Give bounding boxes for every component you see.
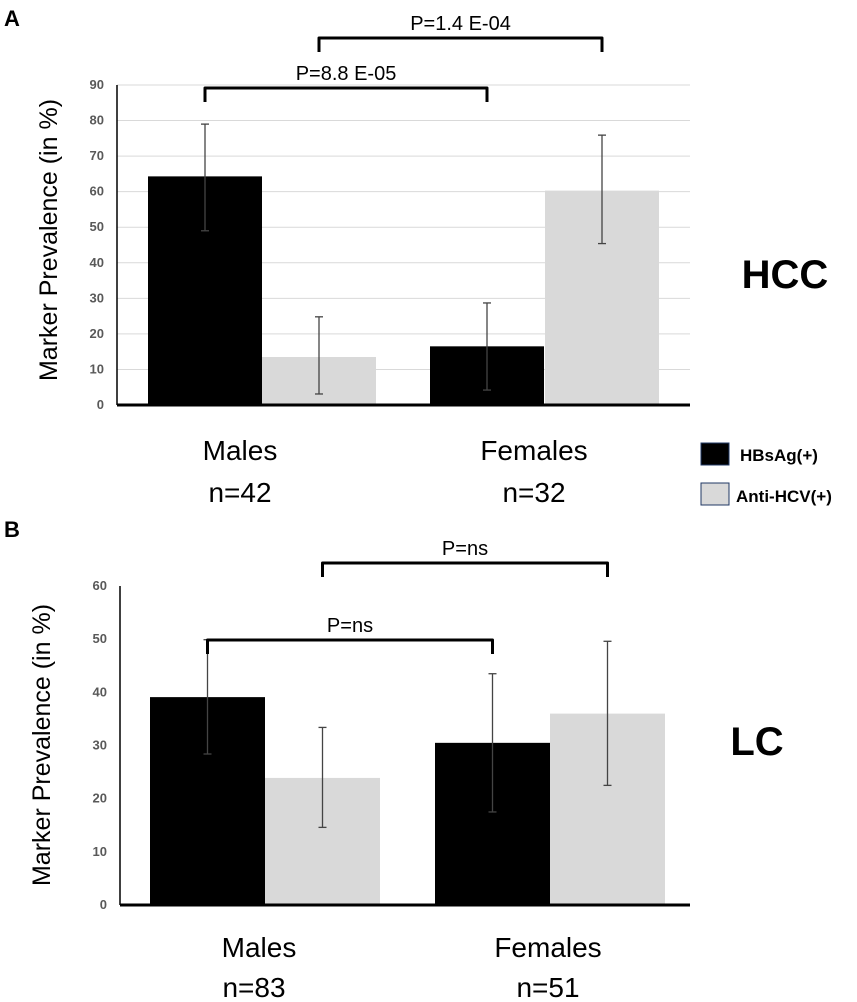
legend: HBsAg(+) Anti-HCV(+): [700, 442, 832, 506]
panel-b-p-value-2: P=ns: [327, 615, 373, 637]
panel-a-y-tick-label: 50: [90, 219, 104, 234]
panel-b-y-tick-label: 60: [93, 578, 107, 593]
panel-b-p-value-1: P=ns: [442, 538, 488, 560]
panel-b-bracket-2: [206, 638, 494, 654]
panel-a-bracket-2: [203, 86, 489, 102]
panel-a-category-males: Males: [203, 435, 278, 466]
legend-swatch-hbsag: [700, 442, 730, 466]
panel-a-y-tick-label: 20: [90, 326, 104, 341]
panel-a-y-tick-label: 40: [90, 255, 104, 270]
panel-a-bars: [148, 176, 659, 405]
panel-a-y-tick-label: 60: [90, 184, 104, 199]
panel-b-category-males: Males: [222, 932, 297, 963]
panel-a-p-value-1: P=1.4 E-04: [410, 13, 511, 35]
panel-a-p-value-2: P=8.8 E-05: [296, 63, 397, 85]
panel-a-label: A: [4, 6, 20, 31]
panel-a-y-tick-label: 70: [90, 148, 104, 163]
panel-a-y-axis-label: Marker Prevalence (in %): [35, 99, 63, 381]
panel-b-category-males-n: n=83: [222, 972, 285, 1002]
panel-b-bracket-1: [321, 561, 609, 577]
panel-b-y-tick-label: 40: [93, 684, 107, 699]
panel-a-bracket-1: [317, 36, 604, 52]
panel-a-category-females-n: n=32: [502, 477, 565, 508]
panel-b-label: B: [4, 517, 20, 542]
panel-a-category-females: Females: [480, 435, 587, 466]
panel-b: B LC Marker Prevalence (in %) 0 10 20 30 40 5…: [4, 517, 784, 1002]
panel-b-significance-brackets: P=ns P=ns: [206, 538, 609, 654]
panel-a-y-tick-label: 30: [90, 290, 104, 305]
legend-swatch-antihcv: [700, 482, 730, 506]
legend-label-hbsag: HBsAg(+): [740, 446, 818, 465]
panel-b-y-tick-label: 50: [93, 631, 107, 646]
panel-b-y-tick-label: 20: [93, 791, 107, 806]
panel-b-bars: [150, 697, 665, 905]
panel-a-error-bars: [201, 123, 606, 395]
panel-a-disease-label: HCC: [742, 253, 829, 297]
panel-a-y-tick-label: 90: [90, 77, 104, 92]
panel-b-y-tick-label: 10: [93, 844, 107, 859]
panel-a-y-tick-label: 0: [97, 397, 104, 412]
panel-b-y-tick-label: 0: [100, 897, 107, 912]
panel-b-y-tick-label: 30: [93, 738, 107, 753]
panel-a-significance-brackets: P=1.4 E-04 P=8.8 E-05: [203, 13, 604, 102]
panel-a-y-ticks: 0 10 20 30 40 50 60 70 80 90: [90, 77, 104, 412]
panel-b-y-axis-label: Marker Prevalence (in %): [28, 604, 56, 886]
panel-a-y-tick-label: 10: [90, 361, 104, 376]
panel-b-disease-label: LC: [730, 720, 783, 764]
panel-b-category-females: Females: [494, 932, 601, 963]
panel-b-error-bars: [203, 639, 612, 829]
panel-b-y-ticks: 0 10 20 30 40 50 60: [93, 578, 107, 912]
panel-a-category-males-n: n=42: [208, 477, 271, 508]
panel-b-category-females-n: n=51: [516, 972, 579, 1002]
legend-label-antihcv: Anti-HCV(+): [736, 487, 832, 506]
panel-a-y-tick-label: 80: [90, 113, 104, 128]
panel-a: A HCC Marker Prevalence (in %) 0 10 20 30 40…: [4, 6, 828, 508]
